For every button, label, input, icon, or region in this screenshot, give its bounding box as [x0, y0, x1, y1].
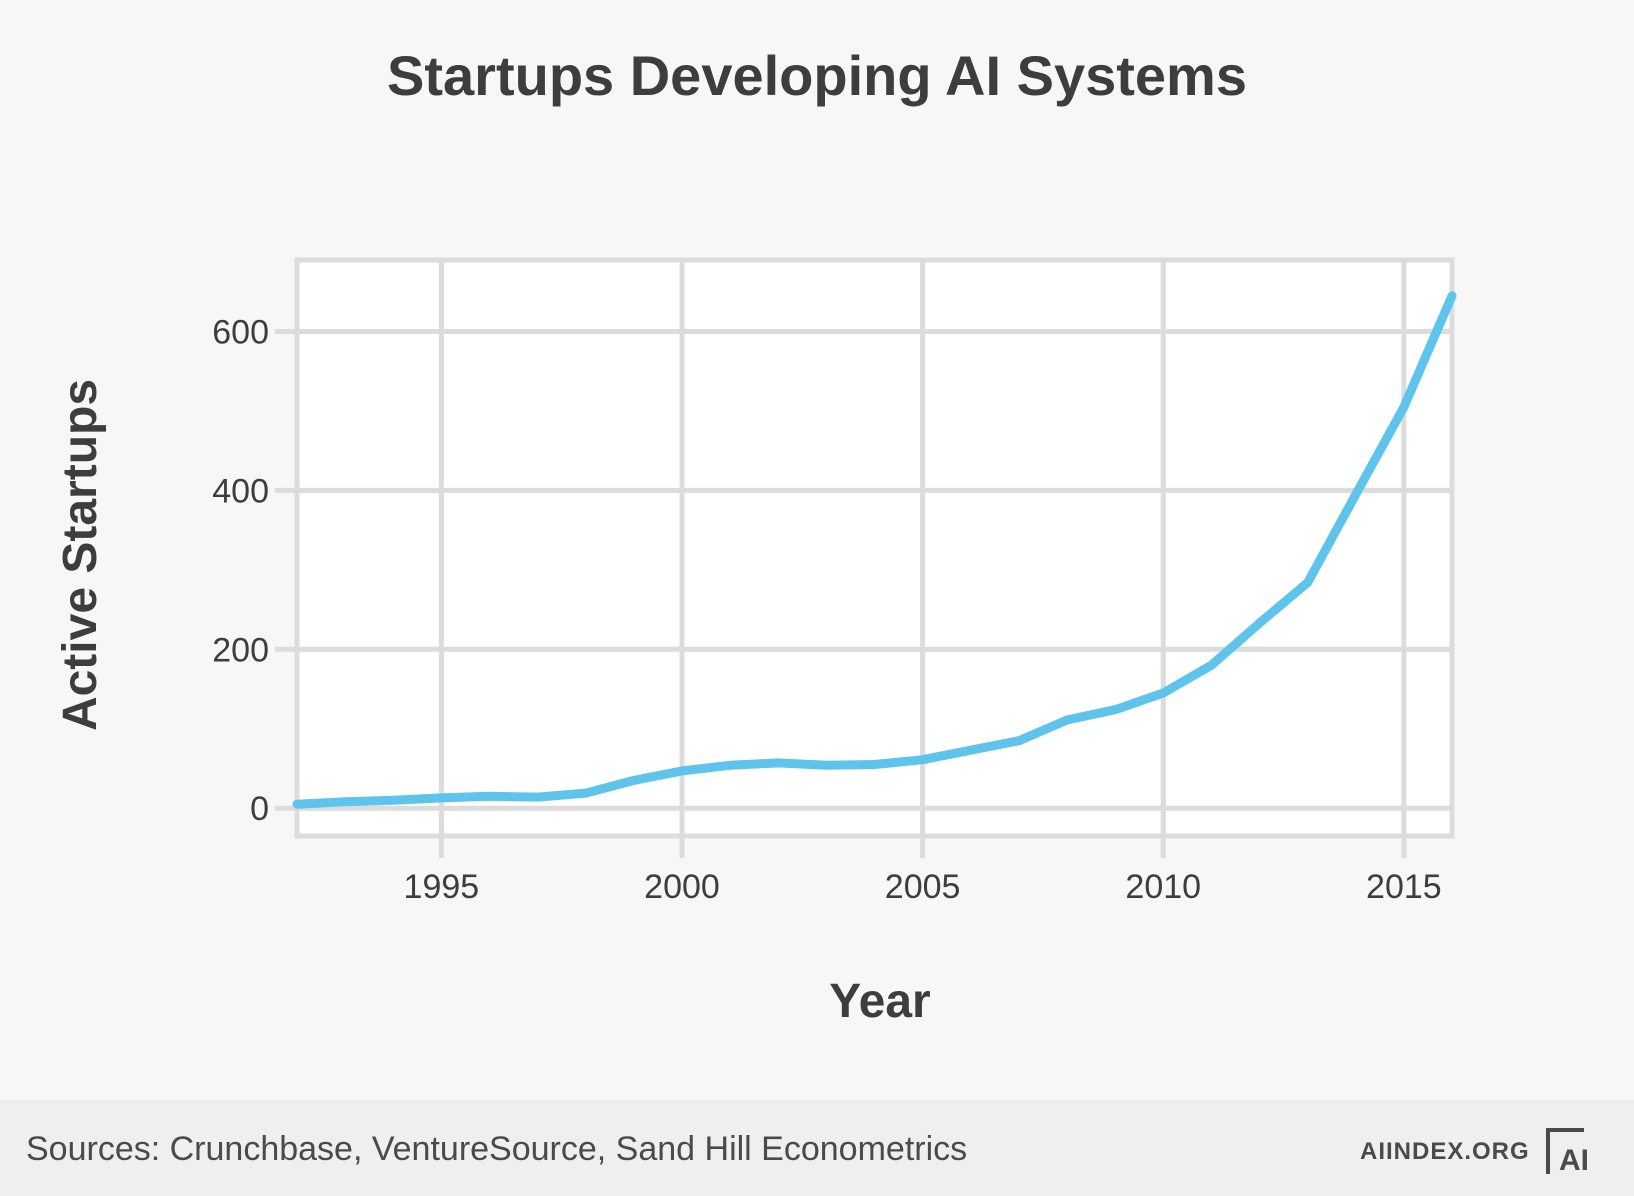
series-line: [292, 291, 1457, 809]
y-tick-label: 600: [212, 314, 269, 352]
series-group: [292, 291, 1457, 809]
y-tick-label: 0: [250, 790, 269, 828]
footer: Sources: Crunchbase, VentureSource, Sand…: [0, 1100, 1634, 1196]
y-tick-label: 200: [212, 631, 269, 669]
logo-text: AI: [1559, 1144, 1589, 1176]
x-axis-ticks: 1995 2000 2005 2010 2015: [404, 836, 1442, 906]
y-tick-label: 400: [212, 472, 269, 510]
y-axis-title: Active Startups: [54, 379, 107, 731]
chart-title: Startups Developing AI Systems: [387, 44, 1247, 107]
y-axis-ticks: 0 200 400 600: [212, 314, 297, 828]
x-tick-label: 2000: [644, 868, 720, 906]
sources-text: Sources: Crunchbase, VentureSource, Sand…: [26, 1130, 968, 1168]
x-tick-label: 2015: [1366, 868, 1442, 906]
x-tick-label: 2005: [885, 868, 961, 906]
ai-index-logo-icon: AI: [1546, 1128, 1589, 1176]
plot-area: [294, 257, 1455, 839]
x-tick-label: 2010: [1125, 868, 1201, 906]
gridlines: [297, 260, 1452, 836]
site-link[interactable]: AIINDEX.ORG: [1360, 1138, 1530, 1165]
chart: Startups Developing AI Systems 0 200 400 60…: [54, 44, 1457, 1028]
x-axis-title: Year: [829, 975, 930, 1028]
x-tick-label: 1995: [404, 868, 480, 906]
